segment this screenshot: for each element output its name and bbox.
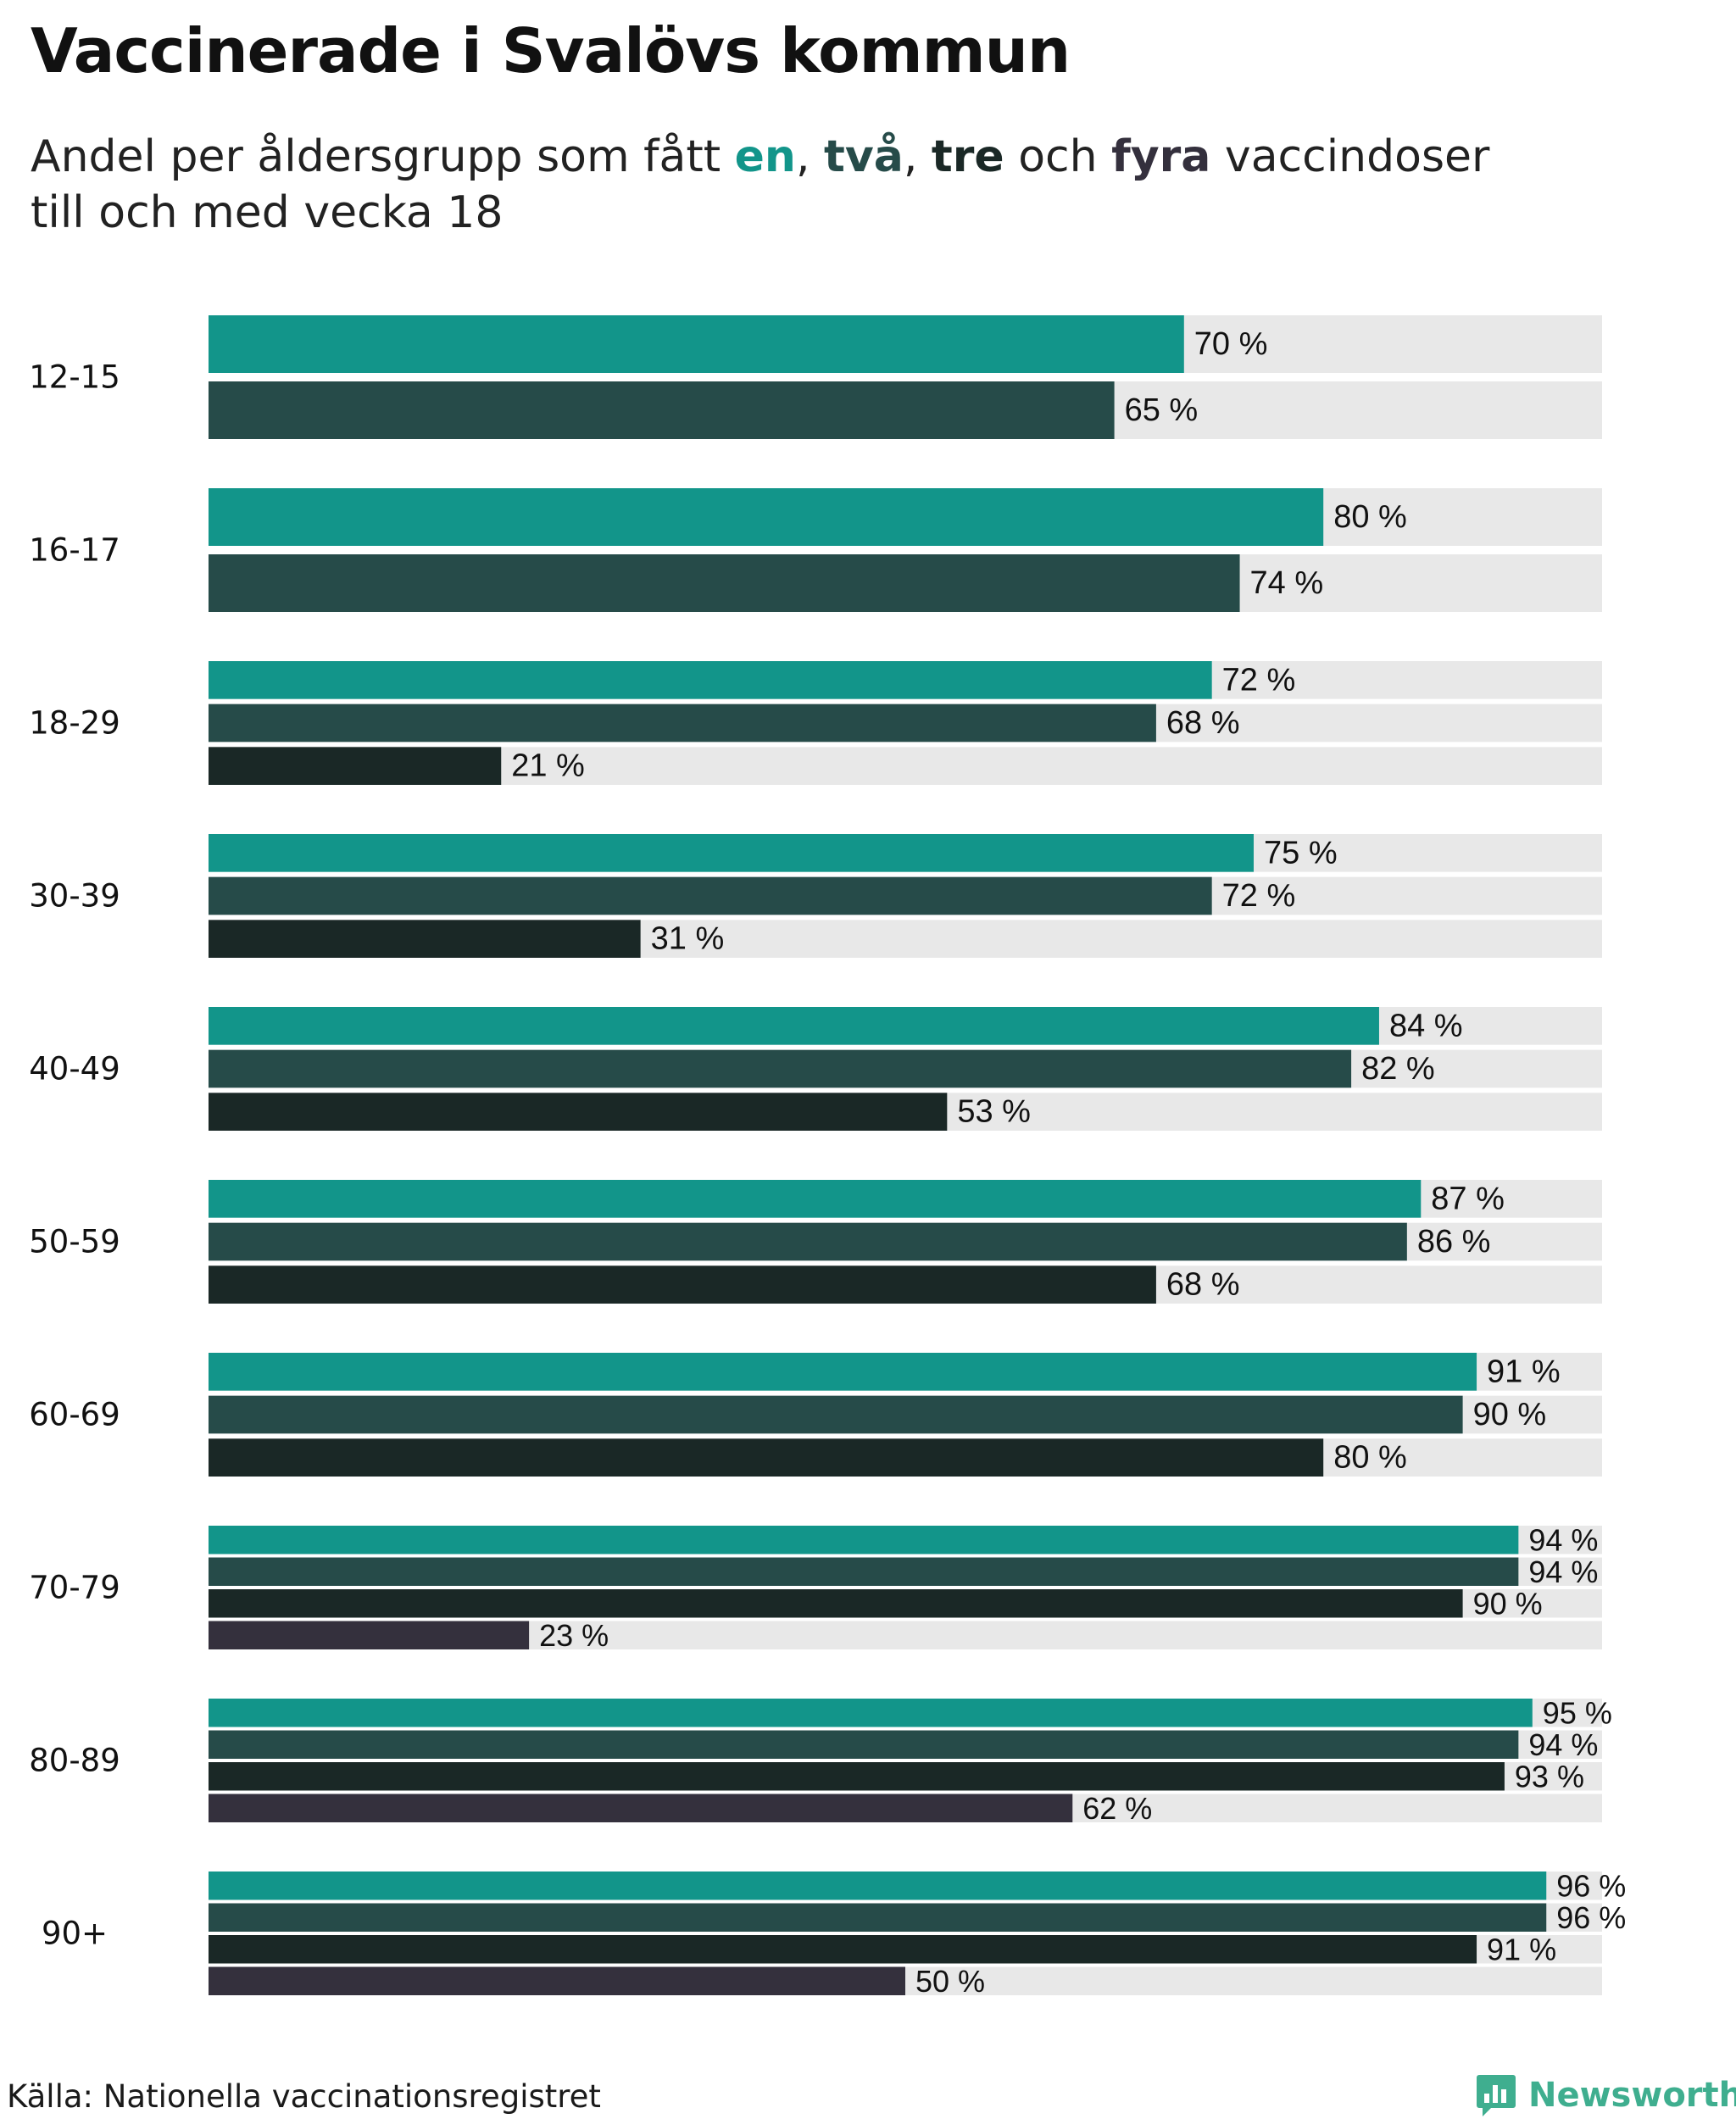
category-label: 18-29 bbox=[29, 705, 120, 742]
data-label: 21 % bbox=[511, 748, 585, 784]
data-label: 96 % bbox=[1556, 1868, 1626, 1903]
bar bbox=[209, 661, 1212, 699]
subtitle-text: vaccindoser bbox=[1210, 131, 1490, 182]
bar bbox=[209, 1395, 1463, 1434]
data-label: 84 % bbox=[1389, 1008, 1463, 1043]
subtitle-separator: och bbox=[1004, 131, 1112, 182]
bar bbox=[209, 1589, 1463, 1618]
data-label: 94 % bbox=[1528, 1554, 1598, 1589]
bar bbox=[209, 1903, 1547, 1932]
bar bbox=[209, 1353, 1477, 1391]
legend-key-three-doses: tre bbox=[931, 131, 1004, 182]
data-label: 82 % bbox=[1361, 1051, 1435, 1087]
bar bbox=[209, 1049, 1352, 1088]
bar bbox=[209, 1762, 1505, 1791]
data-label: 53 % bbox=[957, 1094, 1031, 1130]
data-label: 31 % bbox=[651, 921, 725, 957]
data-label: 50 % bbox=[915, 1964, 985, 1999]
data-label: 86 % bbox=[1417, 1224, 1491, 1260]
data-label: 72 % bbox=[1222, 662, 1296, 698]
category-label: 16-17 bbox=[29, 532, 120, 569]
bar bbox=[209, 1935, 1477, 1964]
legend-key-four-doses: fyra bbox=[1111, 131, 1211, 182]
category-label: 80-89 bbox=[29, 1743, 120, 1779]
subtitle-text-line2: till och med vecka 18 bbox=[31, 187, 504, 238]
category-label: 50-59 bbox=[29, 1224, 120, 1260]
data-label: 90 % bbox=[1473, 1397, 1547, 1432]
source-note: Källa: Nationella vaccinationsregistret bbox=[7, 2078, 601, 2115]
legend-key-two-doses: två bbox=[824, 131, 904, 182]
category-label: 60-69 bbox=[29, 1397, 120, 1433]
data-label: 72 % bbox=[1222, 878, 1296, 914]
bar bbox=[209, 554, 1240, 612]
chart-title: Vaccinerade i Svalövs kommun bbox=[31, 15, 1071, 86]
bar bbox=[209, 1526, 1519, 1554]
data-label: 74 % bbox=[1250, 565, 1324, 601]
data-label: 23 % bbox=[539, 1618, 609, 1653]
data-label: 68 % bbox=[1166, 705, 1240, 741]
bar bbox=[209, 1966, 905, 1995]
bar bbox=[209, 1265, 1156, 1304]
bar bbox=[209, 1621, 530, 1649]
data-label: 93 % bbox=[1515, 1759, 1584, 1794]
category-label: 30-39 bbox=[29, 878, 120, 915]
subtitle-separator: , bbox=[795, 131, 825, 182]
bar bbox=[209, 1794, 1073, 1822]
data-label: 94 % bbox=[1528, 1727, 1598, 1762]
legend-key-one-dose: en bbox=[734, 131, 796, 182]
category-label: 40-49 bbox=[29, 1051, 120, 1087]
bar bbox=[209, 1007, 1379, 1045]
data-label: 80 % bbox=[1333, 1440, 1407, 1476]
bar bbox=[209, 1180, 1422, 1218]
bar bbox=[209, 488, 1324, 546]
data-label: 70 % bbox=[1194, 326, 1268, 362]
data-label: 80 % bbox=[1333, 499, 1407, 535]
category-label: 70-79 bbox=[29, 1570, 120, 1606]
data-label: 95 % bbox=[1543, 1695, 1612, 1730]
bar bbox=[209, 1730, 1519, 1759]
bar bbox=[209, 747, 502, 785]
bar-chart-speech-bubble-icon bbox=[1477, 2075, 1516, 2116]
brand-logo: Newsworthy bbox=[1476, 2073, 1736, 2117]
bar bbox=[209, 1557, 1519, 1586]
bar bbox=[209, 876, 1212, 915]
bar bbox=[209, 1093, 948, 1131]
bar bbox=[209, 1222, 1407, 1261]
category-label: 12-15 bbox=[29, 359, 120, 396]
subtitle-text: Andel per åldersgrupp som fått bbox=[31, 131, 735, 182]
data-label: 94 % bbox=[1528, 1522, 1598, 1557]
chart-subtitle: Andel per åldersgrupp som fått en, två, … bbox=[31, 129, 1641, 241]
bar bbox=[209, 1699, 1533, 1727]
subtitle-separator: , bbox=[903, 131, 932, 182]
data-label: 65 % bbox=[1125, 392, 1199, 428]
data-label: 87 % bbox=[1431, 1181, 1505, 1216]
bar bbox=[209, 315, 1184, 373]
data-label: 91 % bbox=[1487, 1932, 1556, 1966]
bar bbox=[209, 1872, 1547, 1900]
data-label: 90 % bbox=[1473, 1586, 1543, 1621]
bar bbox=[209, 920, 641, 958]
data-label: 91 % bbox=[1487, 1354, 1561, 1389]
bar bbox=[209, 834, 1254, 872]
bar bbox=[209, 381, 1115, 439]
bar bbox=[209, 1438, 1324, 1477]
bar bbox=[209, 704, 1156, 742]
data-label: 75 % bbox=[1264, 835, 1338, 870]
data-label: 62 % bbox=[1082, 1791, 1152, 1826]
brand-name: Newsworthy bbox=[1528, 2076, 1736, 2115]
data-label: 96 % bbox=[1556, 1900, 1626, 1935]
data-label: 68 % bbox=[1166, 1267, 1240, 1303]
category-label: 90+ bbox=[42, 1916, 108, 1952]
